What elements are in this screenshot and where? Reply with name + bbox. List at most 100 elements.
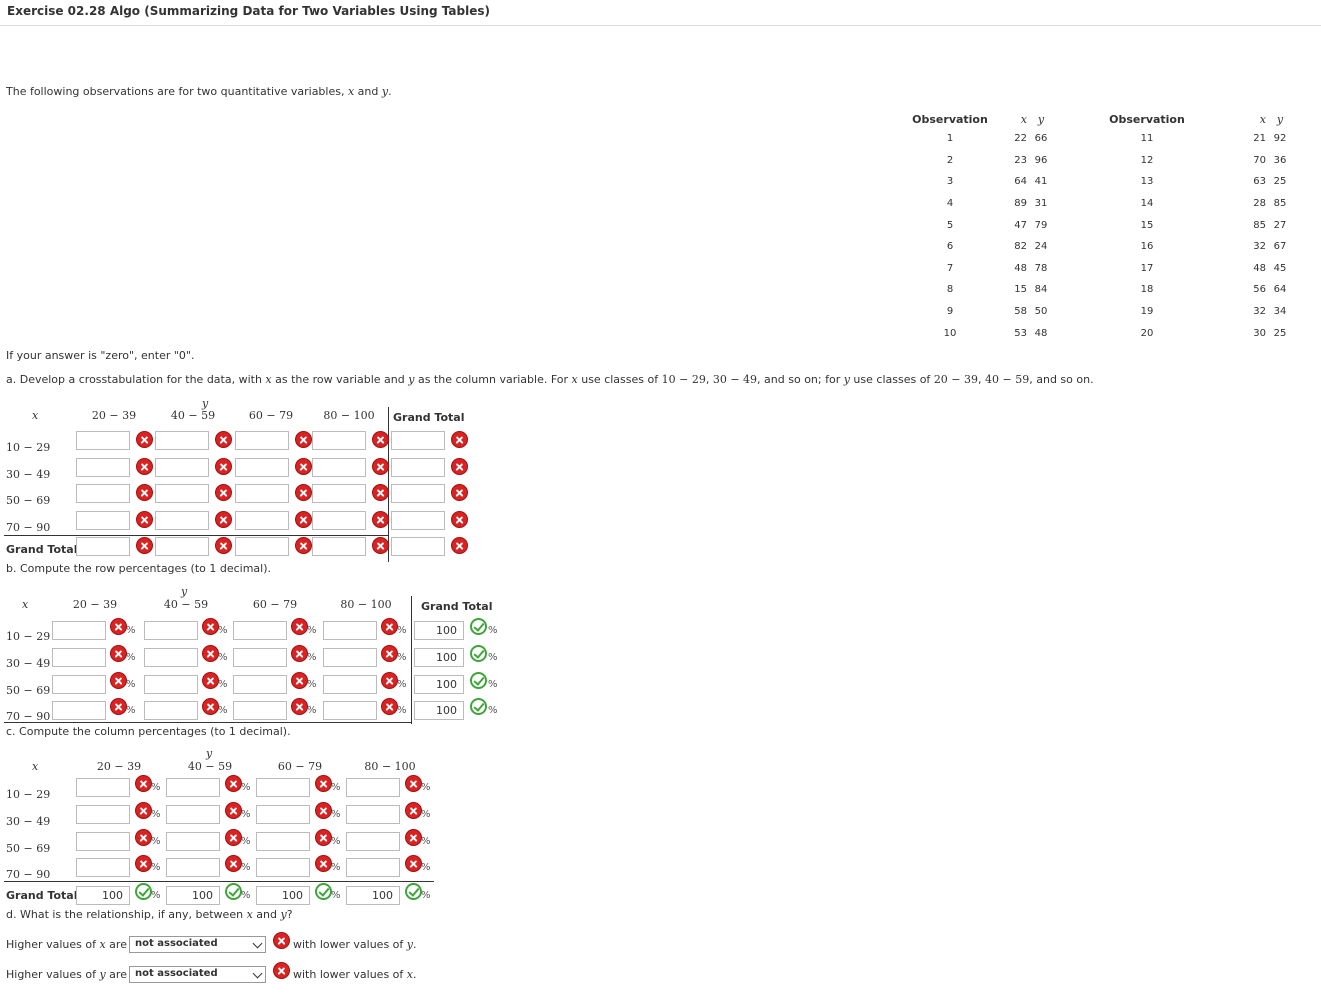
total-input[interactable]: 100 <box>414 701 464 720</box>
incorrect-icon <box>291 618 308 635</box>
count-input[interactable] <box>76 431 130 450</box>
obs-number: 12 <box>1140 154 1154 166</box>
incorrect-icon <box>451 431 468 448</box>
count-input[interactable] <box>235 537 289 556</box>
percent-input[interactable] <box>323 701 377 720</box>
count-input[interactable] <box>235 458 289 477</box>
count-input[interactable] <box>76 511 130 530</box>
obs-number: 15 <box>1140 219 1154 231</box>
part-d-title: d. What is the relationship, if any, bet… <box>6 908 293 921</box>
percent-input[interactable] <box>233 701 287 720</box>
count-input[interactable] <box>76 484 130 503</box>
total-input[interactable]: 100 <box>166 886 220 905</box>
obs-number: 7 <box>946 262 954 274</box>
total-input[interactable]: 100 <box>414 675 464 694</box>
count-input[interactable] <box>235 431 289 450</box>
percent-sign: % <box>421 890 431 901</box>
count-input[interactable] <box>391 484 445 503</box>
percent-input[interactable] <box>144 675 198 694</box>
count-input[interactable] <box>155 511 209 530</box>
percent-input[interactable] <box>233 621 287 640</box>
y-value: 79 <box>1034 219 1048 231</box>
percent-input[interactable] <box>346 778 400 797</box>
count-input[interactable] <box>312 484 366 503</box>
relationship-select-1[interactable]: not associated <box>129 936 266 953</box>
percent-input[interactable] <box>144 701 198 720</box>
percent-input[interactable] <box>166 778 220 797</box>
count-input[interactable] <box>391 537 445 556</box>
count-input[interactable] <box>76 537 130 556</box>
count-input[interactable] <box>235 511 289 530</box>
percent-sign: % <box>488 705 498 716</box>
percent-input[interactable] <box>144 648 198 667</box>
percent-input[interactable] <box>52 675 106 694</box>
percent-input[interactable] <box>346 805 400 824</box>
percent-input[interactable] <box>166 858 220 877</box>
column-header: 20 − 39 <box>91 409 137 422</box>
percent-input[interactable] <box>256 778 310 797</box>
count-input[interactable] <box>312 511 366 530</box>
count-input[interactable] <box>312 431 366 450</box>
count-input[interactable] <box>76 458 130 477</box>
percent-sign: % <box>421 862 431 873</box>
table-rule <box>4 881 434 882</box>
percent-input[interactable] <box>52 621 106 640</box>
incorrect-icon <box>381 645 398 662</box>
total-input[interactable]: 100 <box>414 648 464 667</box>
percent-input[interactable] <box>166 832 220 851</box>
count-input[interactable] <box>155 458 209 477</box>
percent-input[interactable] <box>52 648 106 667</box>
incorrect-icon <box>451 484 468 501</box>
percent-input[interactable] <box>256 832 310 851</box>
incorrect-icon <box>315 829 332 846</box>
percent-input[interactable] <box>166 805 220 824</box>
row-label: 10 − 29 <box>6 441 51 454</box>
count-input[interactable] <box>391 458 445 477</box>
percent-input[interactable] <box>256 858 310 877</box>
count-input[interactable] <box>155 484 209 503</box>
count-input[interactable] <box>312 537 366 556</box>
percent-input[interactable] <box>76 778 130 797</box>
percent-input[interactable] <box>76 805 130 824</box>
total-input[interactable]: 100 <box>414 621 464 640</box>
percent-input[interactable] <box>144 621 198 640</box>
count-input[interactable] <box>235 484 289 503</box>
percent-input[interactable] <box>323 675 377 694</box>
percent-input[interactable] <box>346 858 400 877</box>
percent-input[interactable] <box>76 832 130 851</box>
correct-icon <box>470 618 487 635</box>
percent-sign: % <box>241 836 251 847</box>
relationship-select-2[interactable]: not associated <box>129 966 266 983</box>
correct-icon <box>470 645 487 662</box>
percent-input[interactable] <box>323 621 377 640</box>
incorrect-icon <box>135 775 152 792</box>
incorrect-icon <box>110 698 127 715</box>
percent-input[interactable] <box>233 648 287 667</box>
x-value: 47 <box>1014 219 1027 231</box>
total-input[interactable]: 100 <box>256 886 310 905</box>
total-input[interactable]: 100 <box>346 886 400 905</box>
count-input[interactable] <box>155 431 209 450</box>
incorrect-icon <box>315 775 332 792</box>
percent-sign: % <box>241 890 251 901</box>
percent-input[interactable] <box>76 858 130 877</box>
percent-input[interactable] <box>323 648 377 667</box>
percent-sign: % <box>331 782 341 793</box>
correct-icon <box>470 672 487 689</box>
count-input[interactable] <box>155 537 209 556</box>
percent-input[interactable] <box>52 701 106 720</box>
count-input[interactable] <box>312 458 366 477</box>
total-input[interactable]: 100 <box>76 886 130 905</box>
percent-input[interactable] <box>346 832 400 851</box>
column-header: 20 − 39 <box>72 598 118 611</box>
percent-sign: % <box>126 652 136 663</box>
percent-input[interactable] <box>256 805 310 824</box>
percent-input[interactable] <box>233 675 287 694</box>
y-value: 36 <box>1273 154 1287 166</box>
incorrect-icon <box>451 537 468 554</box>
row-label: 50 − 69 <box>6 494 51 507</box>
percent-sign: % <box>397 705 407 716</box>
incorrect-icon <box>291 698 308 715</box>
count-input[interactable] <box>391 431 445 450</box>
count-input[interactable] <box>391 511 445 530</box>
